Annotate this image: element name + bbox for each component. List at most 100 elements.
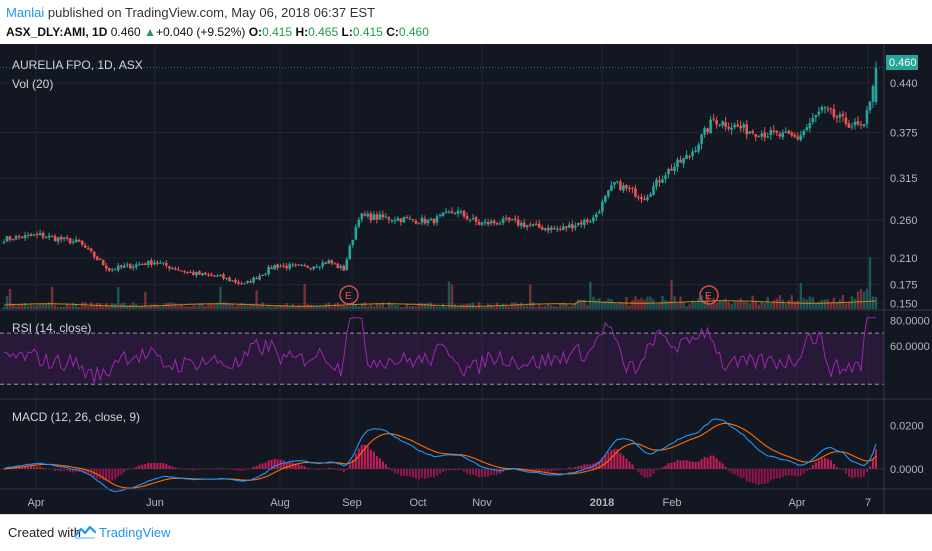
volume-bar bbox=[59, 306, 63, 309]
volume-bar bbox=[11, 303, 15, 309]
candle-body bbox=[423, 218, 427, 224]
volume-bar bbox=[757, 304, 760, 309]
macd-histogram-bar bbox=[342, 468, 345, 473]
volume-bar bbox=[739, 298, 742, 309]
macd-histogram-bar bbox=[198, 468, 201, 470]
volume-bar bbox=[345, 305, 348, 309]
volume-bar bbox=[129, 304, 132, 309]
candle-body bbox=[850, 126, 854, 128]
volume-bar bbox=[604, 300, 607, 309]
macd-histogram-bar bbox=[547, 468, 550, 473]
volume-bar bbox=[820, 299, 824, 309]
macd-histogram-bar bbox=[183, 468, 186, 470]
macd-histogram-bar bbox=[553, 468, 556, 471]
macd-histogram-bar bbox=[321, 468, 324, 470]
macd-pane[interactable] bbox=[0, 418, 884, 493]
macd-histogram-bar bbox=[210, 468, 213, 470]
volume-bar bbox=[724, 298, 727, 309]
macd-histogram-bar bbox=[285, 461, 288, 469]
volume-bar bbox=[847, 301, 851, 309]
candle-body bbox=[162, 262, 165, 264]
tradingview-brand-link[interactable]: TradingView bbox=[99, 525, 171, 540]
macd-histogram-bar bbox=[189, 468, 192, 470]
macd-histogram-bar bbox=[246, 468, 249, 470]
volume-bar bbox=[108, 305, 111, 309]
volume-bar bbox=[71, 303, 75, 309]
candle-body bbox=[483, 221, 487, 224]
macd-histogram-bar bbox=[706, 457, 709, 469]
macd-histogram-bar bbox=[207, 468, 210, 470]
macd-histogram-bar bbox=[835, 467, 838, 469]
volume-bar bbox=[742, 300, 745, 309]
candle-body bbox=[637, 197, 640, 199]
volume-bar bbox=[2, 306, 6, 309]
high-label: H: bbox=[295, 25, 309, 39]
volume-bar bbox=[162, 304, 165, 309]
macd-histogram-bar bbox=[144, 464, 147, 469]
candle-body bbox=[104, 265, 108, 269]
candle-body bbox=[128, 264, 132, 269]
x-tick-label: Jun bbox=[146, 497, 164, 509]
volume-bar bbox=[399, 306, 403, 309]
candle-body bbox=[141, 263, 144, 265]
rsi-pane[interactable] bbox=[0, 317, 884, 385]
volume-bar bbox=[249, 304, 252, 309]
x-tick-label: 7 bbox=[865, 497, 871, 509]
volume-bar bbox=[186, 306, 189, 309]
candle-body bbox=[98, 259, 102, 261]
candle-body bbox=[874, 67, 878, 103]
volume-bar bbox=[598, 298, 601, 309]
macd-histogram-bar bbox=[652, 468, 655, 474]
candle-body bbox=[516, 219, 520, 226]
volume-bar bbox=[417, 303, 421, 309]
candle-body bbox=[462, 210, 466, 217]
candle-body bbox=[474, 217, 478, 222]
candle-body bbox=[522, 222, 526, 228]
author-link[interactable]: Manlai bbox=[6, 5, 45, 20]
macd-histogram-bar bbox=[225, 468, 228, 470]
volume-bar bbox=[784, 304, 787, 309]
earnings-marker-1[interactable]: E bbox=[339, 285, 359, 305]
macd-histogram-bar bbox=[871, 458, 874, 469]
candle-body bbox=[62, 237, 66, 239]
candle-body bbox=[441, 212, 445, 216]
macd-histogram-bar bbox=[472, 468, 475, 476]
macd-histogram-bar bbox=[709, 455, 712, 469]
volume-bar bbox=[41, 304, 45, 309]
macd-histogram-bar bbox=[466, 468, 469, 474]
volume-bar bbox=[62, 306, 66, 309]
volume-bar bbox=[264, 306, 267, 309]
macd-histogram-bar bbox=[875, 449, 877, 469]
volume-bar bbox=[748, 303, 751, 309]
candle-body bbox=[122, 265, 126, 268]
candle-body bbox=[601, 201, 604, 212]
macd-histogram-bar bbox=[261, 463, 264, 469]
volume-bar bbox=[745, 302, 748, 309]
candle-body bbox=[853, 121, 857, 126]
macd-histogram-bar bbox=[345, 468, 348, 470]
volume-bar bbox=[601, 302, 604, 309]
macd-histogram-bar bbox=[357, 448, 360, 469]
candle-body bbox=[65, 237, 69, 239]
volume-bar bbox=[387, 302, 391, 309]
macd-histogram-bar bbox=[703, 456, 706, 469]
chart-area[interactable]: Apr Jun Aug Sep Oct Nov 2018 Feb Apr 7 0.150 0.175 0… bbox=[0, 44, 932, 514]
volume-bar bbox=[814, 302, 818, 309]
macd-histogram-bar bbox=[643, 468, 646, 478]
candle-body bbox=[712, 118, 715, 120]
symbol-label[interactable]: ASX_DLY:AMI, 1D bbox=[6, 25, 108, 39]
earnings-marker-2[interactable]: E bbox=[699, 285, 719, 305]
candle-body bbox=[240, 283, 243, 285]
candle-body bbox=[676, 159, 679, 168]
chart-svg[interactable]: Apr Jun Aug Sep Oct Nov 2018 Feb Apr 7 0.150 0.175 0… bbox=[0, 44, 932, 514]
tradingview-logo-icon[interactable] bbox=[74, 524, 96, 540]
price-pane[interactable] bbox=[0, 61, 884, 309]
macd-histogram-bar bbox=[760, 468, 763, 484]
volume-bar bbox=[414, 306, 418, 309]
volume-bar bbox=[102, 306, 105, 309]
macd-histogram-bar bbox=[832, 464, 835, 469]
macd-histogram-bar bbox=[60, 468, 63, 472]
candle-body bbox=[510, 219, 514, 221]
candle-body bbox=[745, 124, 749, 135]
volume-bar bbox=[312, 305, 315, 309]
